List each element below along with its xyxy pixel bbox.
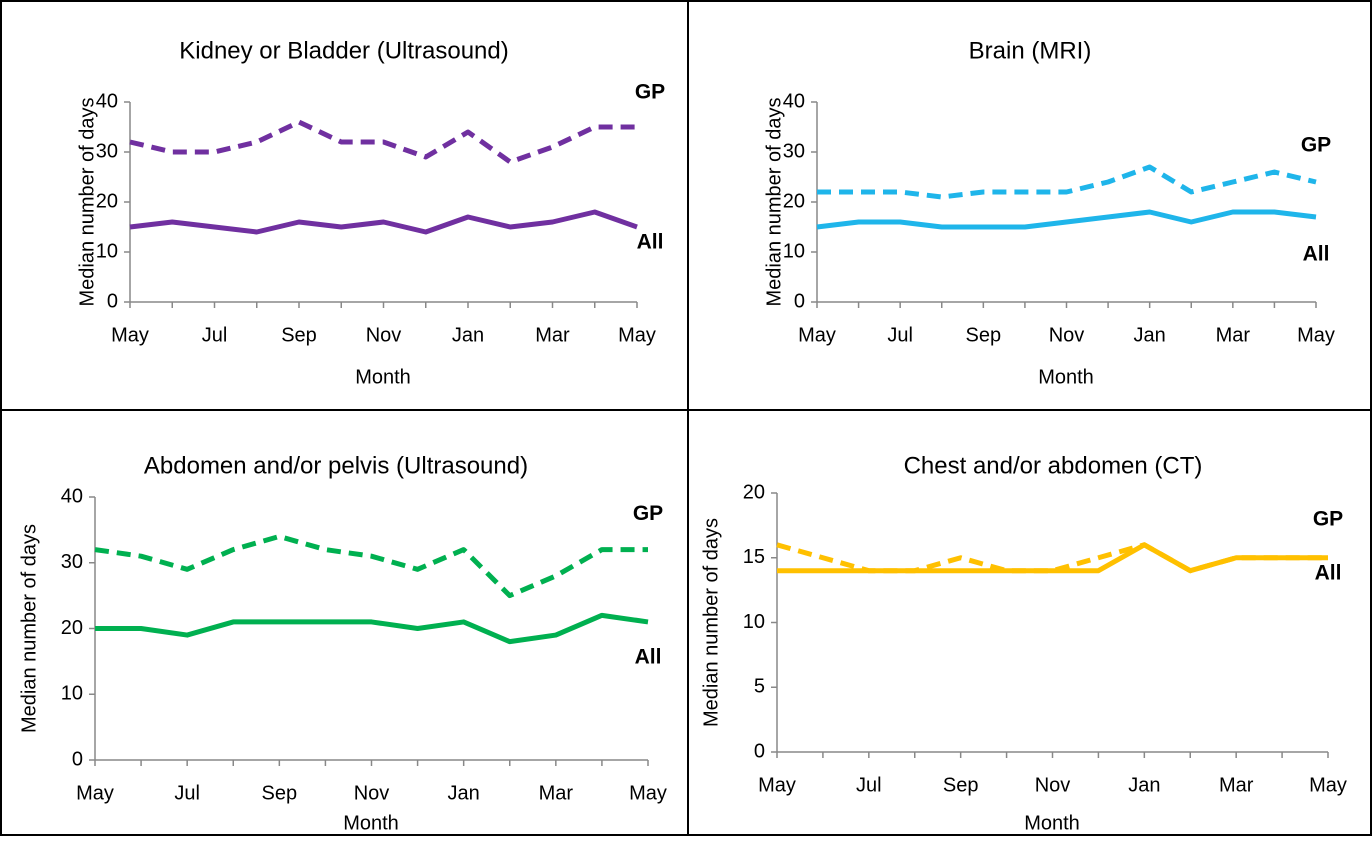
x-tick-label: Mar — [535, 324, 570, 346]
x-tick-label: May — [76, 782, 114, 804]
series-label: GP — [1313, 507, 1343, 530]
y-tick-label: 5 — [754, 676, 765, 698]
series-label: All — [637, 231, 664, 254]
x-tick-label: May — [1309, 774, 1347, 796]
chart-title: Abdomen and/or pelvis (Ultrasound) — [144, 452, 528, 479]
x-axis-label: Month — [343, 812, 399, 834]
x-tick-label: May — [629, 782, 667, 804]
chart-title: Kidney or Bladder (Ultrasound) — [179, 37, 509, 64]
y-axis-label: Median number of days — [700, 518, 722, 727]
y-tick-label: 20 — [61, 617, 83, 639]
y-tick-label: 10 — [96, 240, 118, 262]
x-axis-label: Month — [1024, 812, 1080, 834]
panel-border — [687, 409, 1372, 836]
y-tick-label: 0 — [794, 290, 805, 312]
y-axis-label: Median number of days — [763, 97, 785, 306]
x-tick-label: Sep — [966, 324, 1002, 346]
y-tick-label: 40 — [61, 485, 83, 507]
y-tick-label: 40 — [96, 90, 118, 112]
y-tick-label: 40 — [783, 90, 805, 112]
y-tick-label: 0 — [107, 290, 118, 312]
x-tick-label: Nov — [1035, 774, 1071, 796]
x-tick-label: Jan — [1134, 324, 1166, 346]
y-tick-label: 30 — [61, 551, 83, 573]
series-line — [777, 542, 1328, 574]
x-tick-label: Jan — [1128, 774, 1160, 796]
chart-title: Brain (MRI) — [969, 37, 1092, 64]
chart-title: Chest and/or abdomen (CT) — [904, 452, 1203, 479]
y-tick-label: 0 — [754, 740, 765, 762]
x-tick-label: Mar — [539, 782, 574, 804]
y-tick-label: 20 — [96, 190, 118, 212]
x-tick-label: Nov — [1049, 324, 1085, 346]
x-tick-label: Mar — [1219, 774, 1254, 796]
y-tick-label: 20 — [743, 481, 765, 503]
x-tick-label: Nov — [366, 324, 402, 346]
series-line — [817, 164, 1317, 200]
x-tick-label: May — [758, 774, 796, 796]
x-tick-label: Jul — [174, 782, 200, 804]
x-tick-label: Jan — [448, 782, 480, 804]
series-label: GP — [635, 81, 665, 104]
series-line — [95, 612, 649, 645]
y-tick-label: 30 — [96, 140, 118, 162]
y-tick-label: 15 — [743, 546, 765, 568]
x-tick-label: Jul — [202, 324, 228, 346]
series-line — [94, 533, 648, 599]
y-tick-label: 30 — [783, 140, 805, 162]
y-tick-label: 10 — [783, 240, 805, 262]
x-tick-label: Jan — [452, 324, 484, 346]
x-tick-label: May — [1297, 324, 1335, 346]
x-tick-label: May — [798, 324, 836, 346]
x-tick-label: Mar — [1216, 324, 1251, 346]
series-line — [129, 119, 637, 165]
x-tick-label: Jul — [856, 774, 882, 796]
x-tick-label: Jul — [887, 324, 913, 346]
x-axis-label: Month — [355, 366, 411, 388]
series-line — [129, 209, 638, 235]
series-line — [816, 209, 1317, 230]
x-tick-label: Sep — [943, 774, 979, 796]
x-tick-label: May — [618, 324, 656, 346]
series-label: GP — [1301, 134, 1331, 157]
y-axis-label: Median number of days — [76, 97, 98, 306]
y-tick-label: 10 — [61, 683, 83, 705]
series-label: All — [1303, 243, 1330, 266]
x-tick-label: Nov — [354, 782, 390, 804]
series-label: GP — [633, 502, 663, 525]
x-tick-label: Sep — [281, 324, 317, 346]
y-axis-label: Median number of days — [18, 524, 40, 733]
y-tick-label: 10 — [743, 611, 765, 633]
series-label: All — [635, 645, 662, 668]
y-tick-label: 20 — [783, 190, 805, 212]
x-tick-label: Sep — [262, 782, 298, 804]
y-tick-label: 0 — [72, 748, 83, 770]
x-tick-label: May — [111, 324, 149, 346]
series-label: All — [1315, 561, 1342, 584]
x-axis-label: Month — [1038, 366, 1094, 388]
